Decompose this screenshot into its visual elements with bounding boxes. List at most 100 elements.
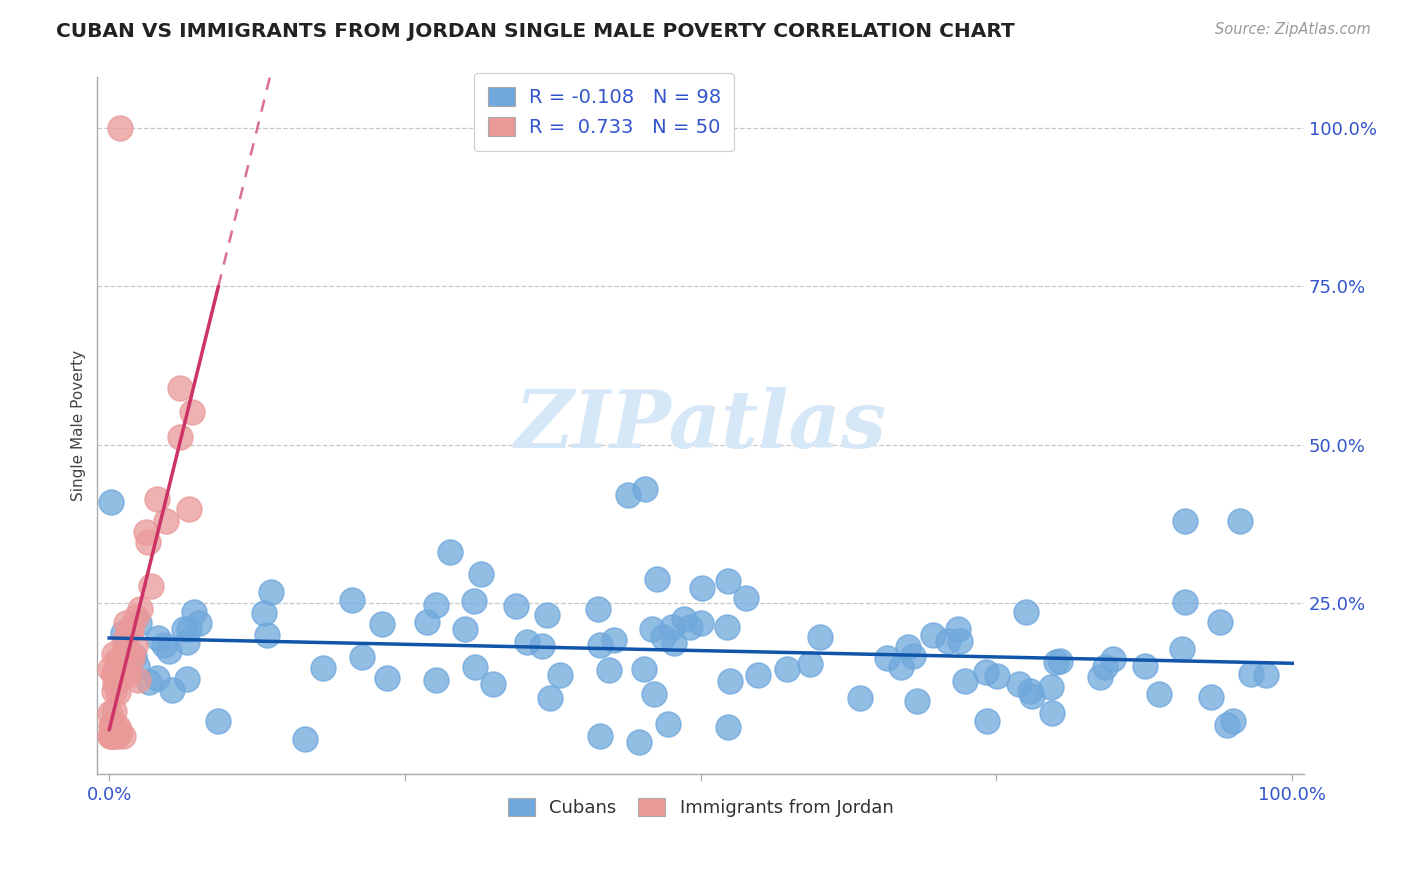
Point	[949, 634, 972, 648]
Point	[986, 669, 1008, 683]
Point	[183, 605, 205, 619]
Point	[1133, 658, 1156, 673]
Point	[179, 622, 201, 636]
Point	[98, 729, 121, 743]
Point	[120, 623, 142, 637]
Point	[340, 592, 363, 607]
Point	[661, 620, 683, 634]
Point	[1174, 514, 1197, 528]
Point	[100, 724, 122, 739]
Point	[716, 620, 738, 634]
Point	[100, 729, 122, 743]
Point	[125, 609, 148, 624]
Point	[115, 615, 138, 630]
Point	[121, 651, 143, 665]
Point	[103, 668, 125, 682]
Point	[98, 662, 121, 676]
Point	[1229, 514, 1251, 528]
Point	[173, 622, 195, 636]
Point	[103, 647, 125, 661]
Point	[538, 691, 561, 706]
Point	[111, 729, 134, 743]
Point	[645, 572, 668, 586]
Point	[1040, 706, 1063, 720]
Point	[103, 729, 125, 743]
Point	[876, 650, 898, 665]
Point	[482, 677, 505, 691]
Point	[188, 615, 211, 630]
Point	[1240, 667, 1263, 681]
Point	[1045, 655, 1067, 669]
Y-axis label: Single Male Poverty: Single Male Poverty	[72, 351, 86, 501]
Point	[799, 657, 821, 672]
Point	[1007, 677, 1029, 691]
Point	[536, 608, 558, 623]
Text: Source: ZipAtlas.com: Source: ZipAtlas.com	[1215, 22, 1371, 37]
Point	[1015, 605, 1038, 619]
Point	[1209, 615, 1232, 630]
Point	[1090, 670, 1112, 684]
Point	[589, 638, 612, 652]
Point	[115, 664, 138, 678]
Point	[129, 602, 152, 616]
Point	[775, 661, 797, 675]
Point	[633, 662, 655, 676]
Point	[586, 601, 609, 615]
Point	[111, 657, 134, 671]
Point	[946, 622, 969, 636]
Point	[153, 638, 176, 652]
Point	[643, 687, 665, 701]
Point	[100, 718, 122, 732]
Point	[169, 381, 191, 395]
Point	[176, 635, 198, 649]
Point	[531, 640, 554, 654]
Point	[439, 545, 461, 559]
Point	[1102, 652, 1125, 666]
Point	[634, 482, 657, 496]
Point	[294, 732, 316, 747]
Point	[122, 649, 145, 664]
Point	[103, 704, 125, 718]
Point	[1256, 668, 1278, 682]
Point	[905, 694, 928, 708]
Point	[350, 650, 373, 665]
Point	[124, 639, 146, 653]
Point	[938, 633, 960, 648]
Point	[690, 581, 713, 595]
Point	[453, 622, 475, 636]
Point	[1170, 642, 1192, 657]
Point	[897, 640, 920, 654]
Point	[181, 404, 204, 418]
Point	[101, 719, 124, 733]
Point	[679, 620, 702, 634]
Point	[641, 623, 664, 637]
Point	[516, 634, 538, 648]
Point	[105, 729, 128, 743]
Point	[115, 640, 138, 655]
Point	[1021, 689, 1043, 703]
Point	[974, 665, 997, 679]
Point	[155, 515, 177, 529]
Point	[138, 674, 160, 689]
Point	[976, 714, 998, 728]
Point	[463, 594, 485, 608]
Point	[107, 652, 129, 666]
Point	[662, 635, 685, 649]
Point	[103, 665, 125, 679]
Point	[735, 591, 758, 606]
Point	[370, 616, 392, 631]
Point	[176, 672, 198, 686]
Point	[1147, 687, 1170, 701]
Point	[146, 631, 169, 645]
Point	[505, 599, 527, 614]
Point	[157, 644, 180, 658]
Point	[689, 615, 711, 630]
Point	[107, 685, 129, 699]
Point	[808, 630, 831, 644]
Point	[260, 584, 283, 599]
Point	[718, 673, 741, 688]
Point	[1040, 680, 1063, 694]
Point	[425, 673, 447, 687]
Point	[1049, 655, 1071, 669]
Point	[464, 660, 486, 674]
